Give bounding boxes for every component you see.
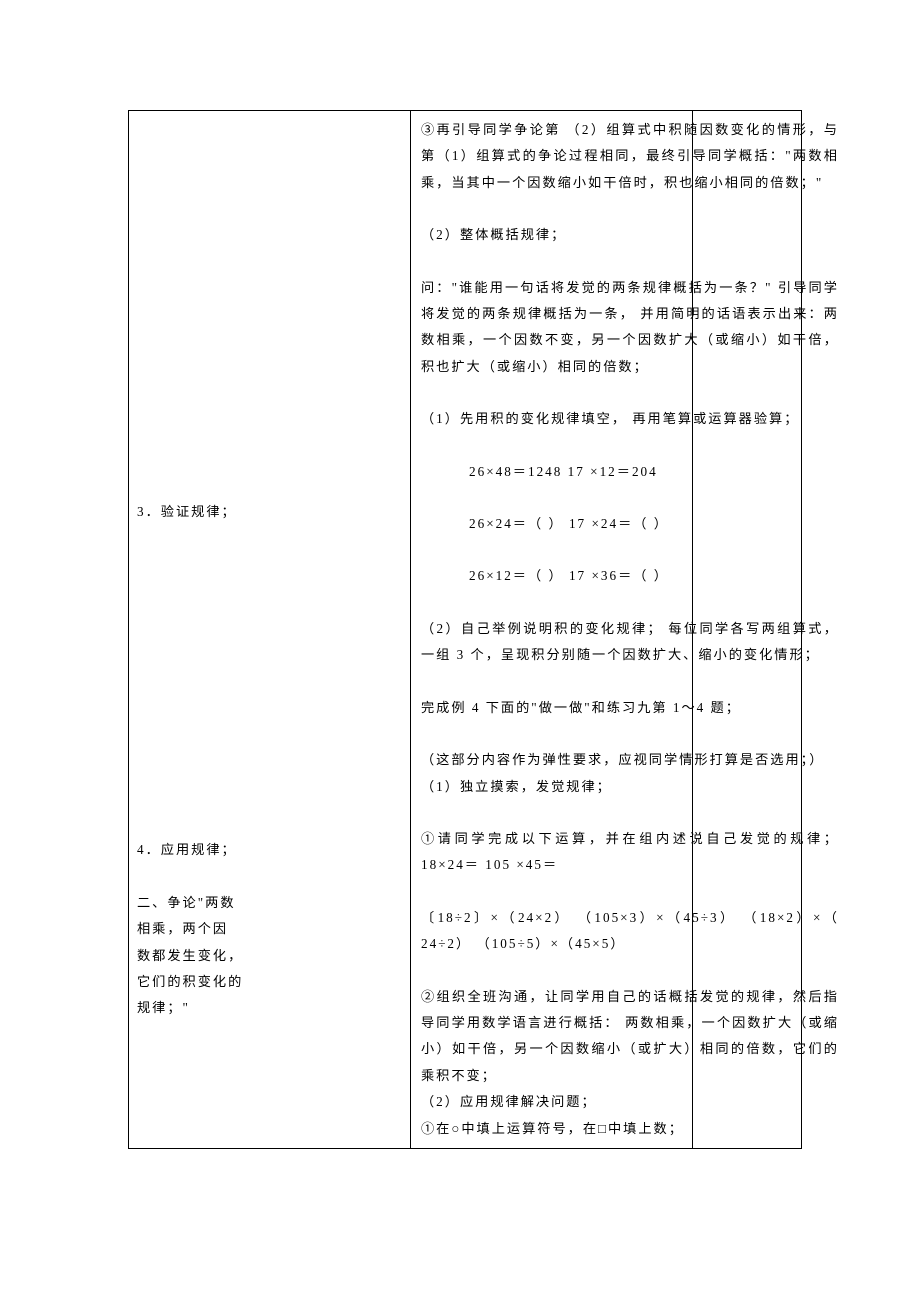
left-section2-l2: 相乘，两个因: [137, 916, 251, 942]
lesson-table: 3．验证规律； 4．应用规律； 二、争论"两数 相乘，两个因 数都发生变化， 它…: [128, 110, 802, 1149]
mid-p4: （1）先用积的变化规律填空， 再用笔算或运算器验算；: [421, 406, 839, 432]
left-section2-l1: 二、争论"两数: [137, 890, 251, 916]
left-item-4: 4．应用规律；: [137, 837, 251, 863]
col-left: 3．验证规律； 4．应用规律； 二、争论"两数 相乘，两个因 数都发生变化， 它…: [129, 111, 411, 1149]
left-section2-l3: 数都发生变化，: [137, 943, 251, 969]
col-mid: ③再引导同学争论第 （2）组算式中积随因数变化的情形，与第（1）组算式的争论过程…: [411, 111, 693, 1149]
left-item-3: 3．验证规律；: [137, 499, 251, 525]
left-section2-l5: 规律；": [137, 995, 251, 1021]
page: 3．验证规律； 4．应用规律； 二、争论"两数 相乘，两个因 数都发生变化， 它…: [0, 0, 920, 1303]
mid-p1: ③再引导同学争论第 （2）组算式中积随因数变化的情形，与第（1）组算式的争论过程…: [421, 117, 839, 196]
mid-p5: （2）自己举例说明积的变化规律； 每位同学各写两组算式，一组 3 个，呈现积分别…: [421, 616, 839, 669]
left-section2-l4: 它们的积变化的: [137, 969, 251, 995]
mid-p7: （这部分内容作为弹性要求，应视同学情形打算是否选用；）: [421, 747, 839, 773]
table-row: 3．验证规律； 4．应用规律； 二、争论"两数 相乘，两个因 数都发生变化， 它…: [129, 111, 802, 1149]
